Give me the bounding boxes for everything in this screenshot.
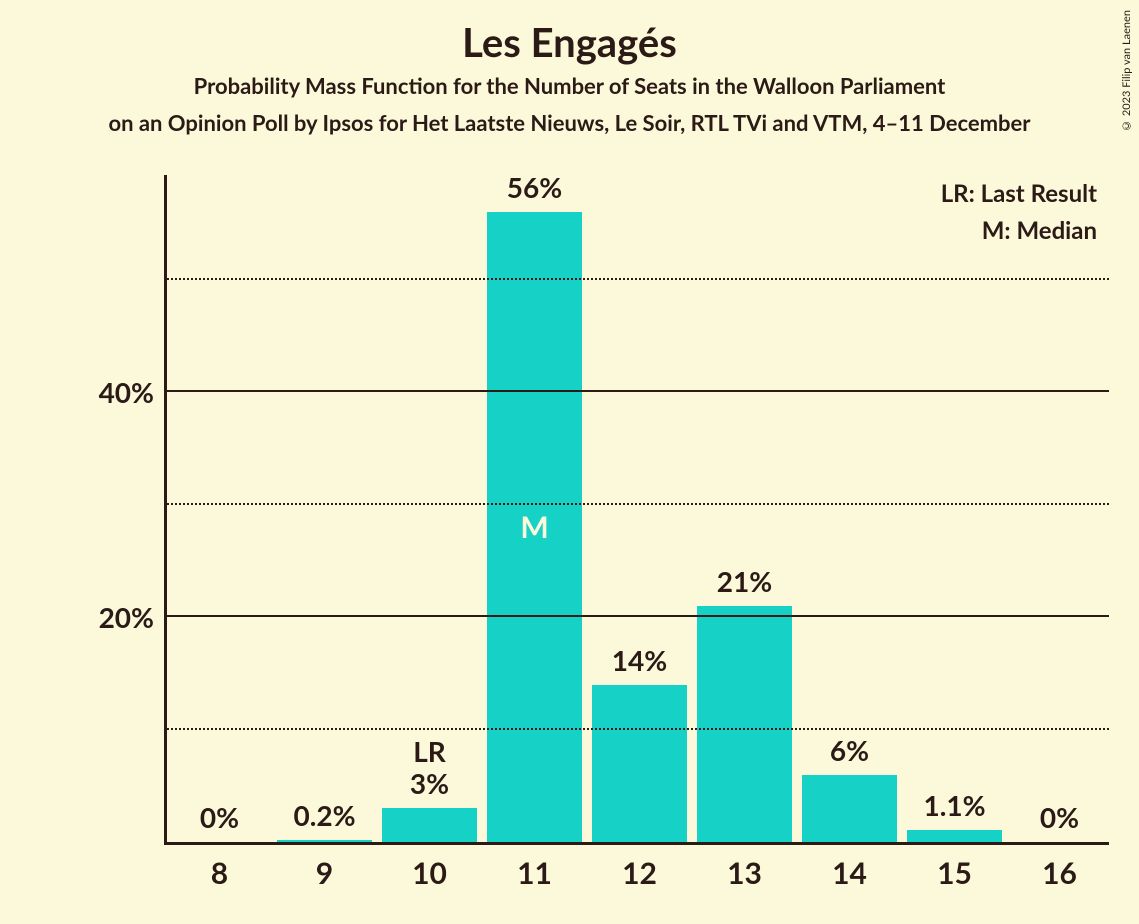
x-axis-label: 16 [1007, 855, 1112, 891]
copyright-text: © 2023 Filip van Laenen [1120, 10, 1133, 132]
bar-rect: M [487, 212, 582, 842]
gridline-dotted [167, 728, 1109, 730]
x-axis-label: 13 [692, 855, 797, 891]
bar-rect [277, 840, 372, 842]
bar-value-label: 1.1% [902, 788, 1007, 830]
x-axis-label: 11 [482, 855, 587, 891]
bar-value-label: 0% [1007, 800, 1112, 842]
gridline-dotted [167, 278, 1109, 280]
bar-slot: 6% [797, 775, 902, 843]
x-axis-label: 8 [167, 855, 272, 891]
bar-slot: 3%LR [377, 808, 482, 842]
bar-rect [907, 830, 1002, 842]
x-axis-label: 10 [377, 855, 482, 891]
bar-slot: M56% [482, 212, 587, 842]
chart-titles: Les Engagés Probability Mass Function fo… [0, 0, 1139, 136]
gridline-solid [167, 390, 1109, 392]
bar-slot: 21% [692, 606, 797, 842]
chart-title: Les Engagés [0, 18, 1139, 66]
bar-slot: 14% [587, 685, 692, 843]
bar-value-label: 0% [167, 800, 272, 842]
bar-rect [592, 685, 687, 843]
bars-container: 0%0.2%3%LRM56%14%21%6%1.1%0% [167, 175, 1109, 842]
bar-value-label: 6% [797, 733, 902, 775]
bar-median-marker: M [487, 509, 582, 545]
bar-value-label: 14% [587, 643, 692, 685]
bar-rect [697, 606, 792, 842]
chart-area: LR: Last Result M: Median 0%0.2%3%LRM56%… [84, 175, 1114, 895]
plot-area: LR: Last Result M: Median 0%0.2%3%LRM56%… [164, 175, 1109, 845]
chart-subtitle-1: Probability Mass Function for the Number… [0, 72, 1139, 99]
bar-value-label: 0.2% [272, 798, 377, 840]
bar-slot: 1.1% [902, 830, 1007, 842]
gridline-solid [167, 615, 1109, 617]
chart-subtitle-2: on an Opinion Poll by Ipsos for Het Laat… [0, 109, 1139, 136]
x-axis-label: 15 [902, 855, 1007, 891]
x-axis-label: 12 [587, 855, 692, 891]
bar-slot: 0.2% [272, 840, 377, 842]
bar-value-label: 21% [692, 564, 797, 606]
bar-value-label: 3% [377, 766, 482, 808]
bar-extra-label: LR [377, 734, 482, 768]
bar-rect [382, 808, 477, 842]
bar-rect [802, 775, 897, 843]
y-axis-label: 20% [99, 600, 154, 634]
gridline-dotted [167, 503, 1109, 505]
x-axis-label: 14 [797, 855, 902, 891]
bar-value-label: 56% [482, 170, 587, 212]
y-axis-label: 40% [99, 375, 154, 409]
x-axis-label: 9 [272, 855, 377, 891]
